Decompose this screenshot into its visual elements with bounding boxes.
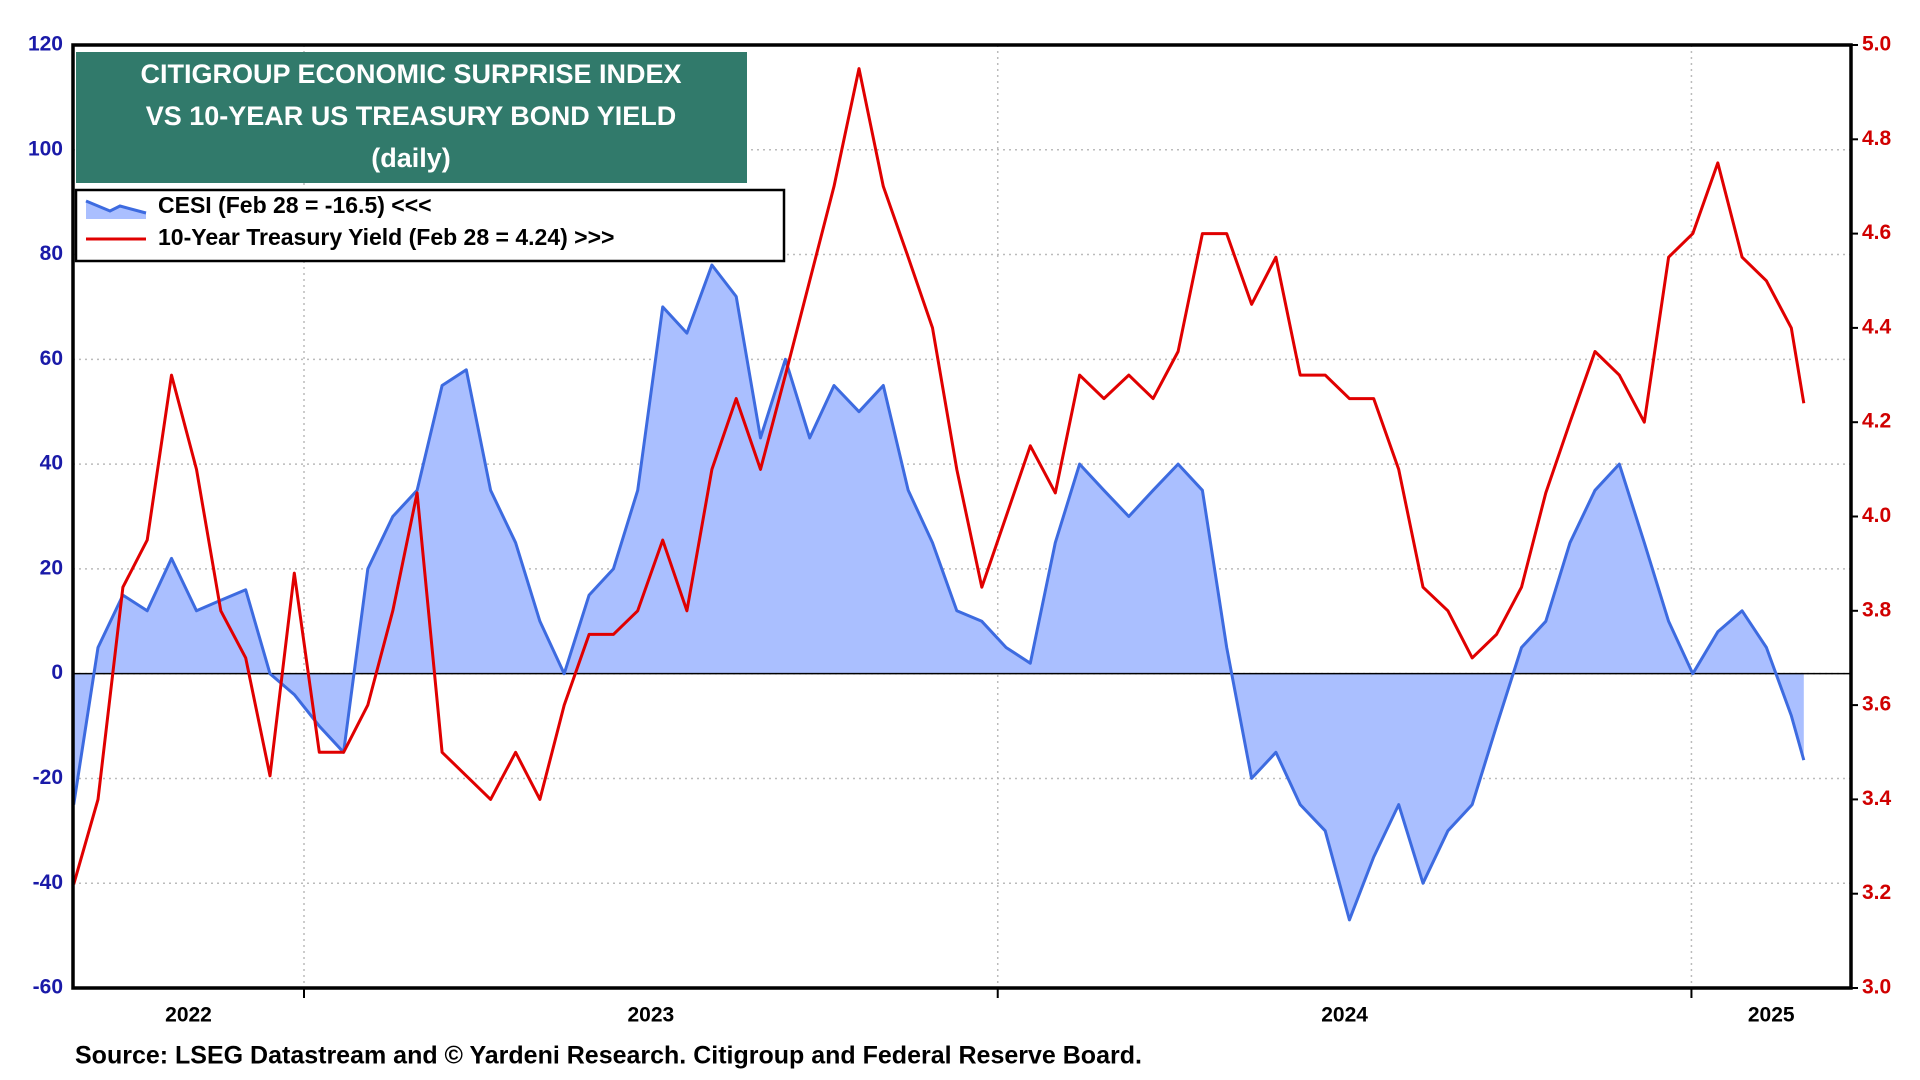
- y2-tick-label: 5.0: [1862, 33, 1891, 56]
- title-box: [76, 52, 747, 183]
- y2-tick-label: 4.8: [1862, 127, 1892, 150]
- legend: CESI (Feb 28 = -16.5) <<< 10-Year Treasur…: [74, 188, 786, 263]
- source-note: Source: LSEG Datastream and © Yardeni Re…: [75, 1042, 1142, 1070]
- y-tick-label: -40: [33, 871, 63, 894]
- y2-tick-label: 3.6: [1862, 693, 1891, 716]
- series-line: [72, 67, 1806, 885]
- y-tick-label: -60: [33, 976, 63, 999]
- y-tick-label: 120: [28, 33, 63, 56]
- chart-title: VS 10-YEAR US TREASURY BOND YIELD: [146, 101, 677, 131]
- y2-tick-label: 4.2: [1862, 410, 1891, 433]
- x-tick-label: 2023: [628, 1004, 675, 1027]
- y-tick-label: 80: [40, 242, 63, 265]
- legend-label: 10-Year Treasury Yield (Feb 28 = 4.24) >…: [158, 224, 614, 250]
- chart-subtitle: (daily): [371, 143, 451, 173]
- x-tick-label: 2025: [1748, 1004, 1795, 1027]
- y2-tick-label: 4.0: [1862, 504, 1891, 527]
- y2-tick-label: 4.6: [1862, 221, 1891, 244]
- chart-title: CITIGROUP ECONOMIC SURPRISE INDEX: [140, 59, 681, 89]
- legend-swatch: [86, 201, 146, 219]
- y2-tick-label: 3.4: [1862, 787, 1892, 810]
- plot-frame: [71, 43, 1853, 990]
- legend-box: [74, 188, 786, 263]
- legend-swatch: [85, 199, 147, 215]
- x-tick-label: 2022: [165, 1004, 212, 1027]
- y-tick-label: 40: [40, 452, 63, 475]
- y2-tick-label: 4.4: [1862, 315, 1892, 338]
- y-tick-label: -20: [33, 766, 63, 789]
- series-line: [72, 263, 1806, 922]
- y-tick-label: 0: [51, 661, 63, 684]
- x-tick-label: 2024: [1321, 1004, 1368, 1027]
- y-tick-label: 60: [40, 347, 63, 370]
- y2-tick-label: 3.8: [1862, 598, 1892, 621]
- y2-tick-label: 3.0: [1862, 976, 1891, 999]
- y-tick-label: 20: [40, 556, 63, 579]
- area: [73, 265, 1804, 920]
- y-tick-label: 100: [28, 137, 63, 160]
- legend-label: CESI (Feb 28 = -16.5) <<<: [158, 192, 432, 218]
- y2-tick-label: 3.2: [1862, 881, 1891, 904]
